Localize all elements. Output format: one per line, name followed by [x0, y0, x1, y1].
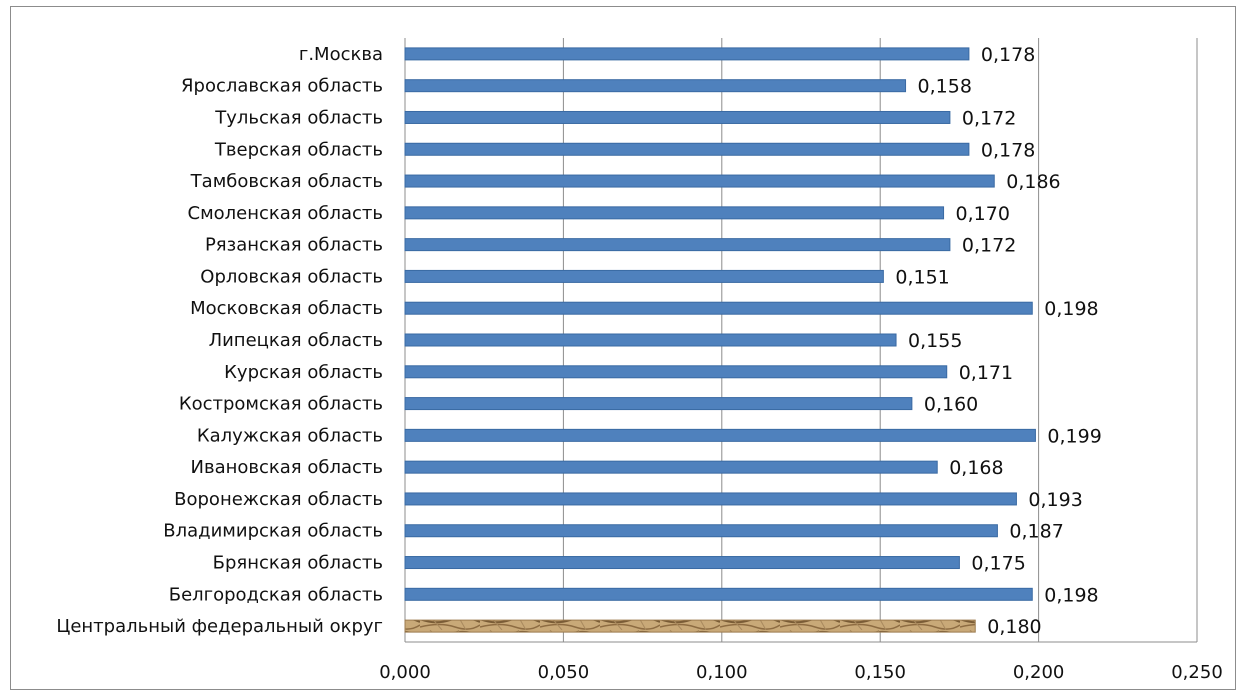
- value-label-3: 0,178: [981, 139, 1035, 161]
- bar-9: [404, 333, 897, 347]
- value-label-7: 0,151: [895, 266, 949, 288]
- bar-16: [404, 556, 960, 570]
- bar-15: [404, 524, 998, 538]
- bar-18: [404, 619, 976, 633]
- category-label-17: Белгородская область: [169, 584, 383, 605]
- x-tick-label-5: 0,250: [1171, 662, 1223, 683]
- value-label-12: 0,199: [1047, 425, 1101, 447]
- value-label-2: 0,172: [962, 107, 1016, 129]
- bar-3: [404, 142, 970, 156]
- value-label-16: 0,175: [971, 553, 1025, 575]
- value-label-9: 0,155: [908, 330, 962, 352]
- bar-0: [404, 47, 970, 61]
- value-label-14: 0,193: [1028, 489, 1082, 511]
- category-label-8: Московская область: [190, 298, 383, 319]
- value-label-11: 0,160: [924, 394, 978, 416]
- category-label-10: Курская область: [224, 362, 383, 383]
- x-tick-label-4: 0,200: [1013, 662, 1065, 683]
- bar-8: [404, 301, 1033, 315]
- x-tick-label-3: 0,150: [854, 662, 906, 683]
- value-label-18: 0,180: [987, 616, 1041, 638]
- category-label-4: Тамбовская область: [190, 171, 383, 192]
- bar-4: [404, 174, 995, 188]
- bar-17: [404, 587, 1033, 601]
- value-label-13: 0,168: [949, 457, 1003, 479]
- value-label-5: 0,170: [956, 203, 1010, 225]
- value-label-17: 0,198: [1044, 584, 1098, 606]
- value-label-0: 0,178: [981, 44, 1035, 66]
- value-label-8: 0,198: [1044, 298, 1098, 320]
- category-label-15: Владимирская область: [163, 521, 383, 542]
- bar-14: [404, 492, 1017, 506]
- x-tick-label-0: 0,000: [379, 662, 431, 683]
- category-label-7: Орловская область: [200, 266, 383, 287]
- x-tick-label-1: 0,050: [538, 662, 590, 683]
- value-label-1: 0,158: [918, 76, 972, 98]
- category-label-12: Калужская область: [197, 425, 383, 446]
- value-label-15: 0,187: [1009, 521, 1063, 543]
- category-label-14: Воронежская область: [174, 489, 383, 510]
- value-label-10: 0,171: [959, 362, 1013, 384]
- bar-6: [404, 238, 951, 252]
- x-tick-label-2: 0,100: [696, 662, 748, 683]
- bar-1: [404, 79, 907, 93]
- bar-12: [404, 428, 1036, 442]
- value-label-4: 0,186: [1006, 171, 1060, 193]
- bar-13: [404, 460, 938, 474]
- category-label-9: Липецкая область: [209, 330, 383, 351]
- category-label-16: Брянская область: [213, 553, 383, 574]
- category-label-0: г.Москва: [299, 44, 383, 65]
- value-label-6: 0,172: [962, 235, 1016, 257]
- bar-10: [404, 365, 948, 379]
- bar-11: [404, 397, 913, 411]
- bar-5: [404, 206, 945, 220]
- category-label-13: Ивановская область: [191, 457, 383, 478]
- category-label-11: Костромская область: [179, 394, 383, 415]
- category-label-1: Ярославская область: [181, 76, 383, 97]
- category-label-3: Тверская область: [214, 139, 383, 160]
- category-label-2: Тульская область: [214, 107, 383, 128]
- category-label-18: Центральный федеральный округ: [56, 616, 383, 637]
- category-label-5: Смоленская область: [188, 203, 384, 224]
- category-label-6: Рязанская область: [205, 235, 383, 256]
- bar-7: [404, 269, 884, 283]
- bar-2: [404, 110, 951, 124]
